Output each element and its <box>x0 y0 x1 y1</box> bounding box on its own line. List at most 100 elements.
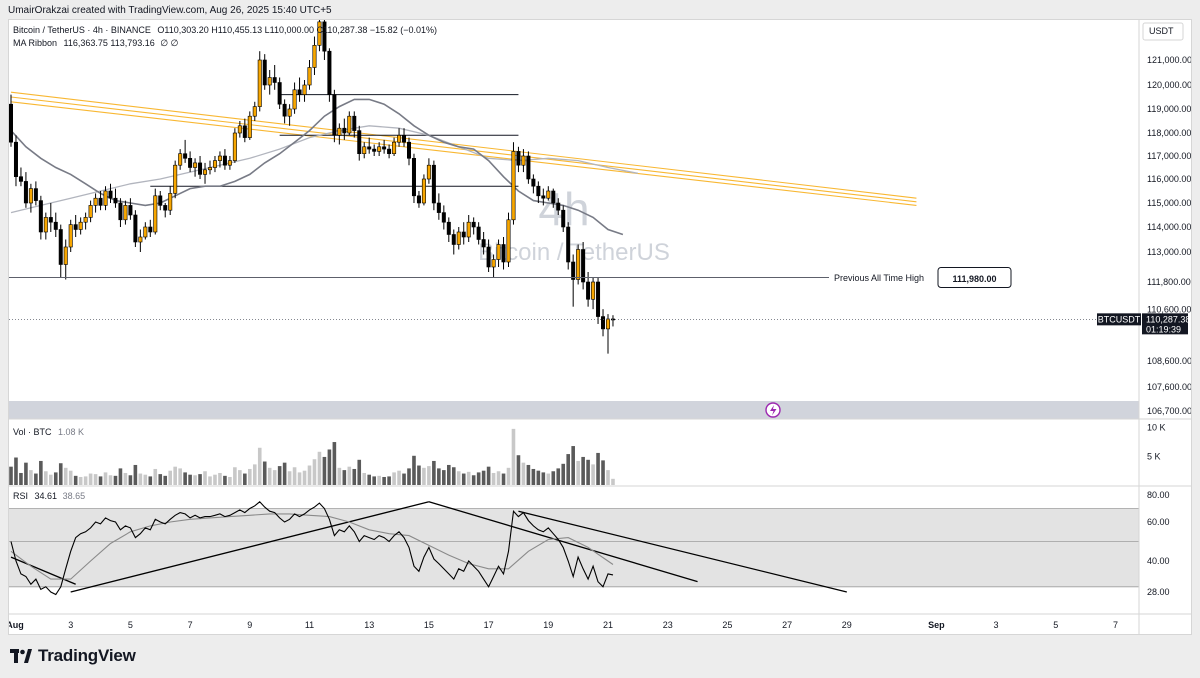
volume-bar <box>601 460 605 485</box>
volume-bar <box>447 464 451 485</box>
volume-bar <box>39 460 43 485</box>
rsi-trendline[interactable] <box>518 510 847 593</box>
volume-bar <box>73 475 78 485</box>
candle-down <box>387 148 392 155</box>
candle-up <box>605 318 610 330</box>
candle-up <box>153 195 158 233</box>
legend-ma-label[interactable]: MA Ribbon <box>13 38 58 48</box>
volume-bar <box>297 472 302 485</box>
candle-up <box>28 188 33 204</box>
chart-frame[interactable]: 4h Bitcoin / TetherUS Previous All Time … <box>8 19 1192 635</box>
volume-bar <box>402 473 406 485</box>
credit-line: UmairOrakzai created with TradingView.co… <box>8 5 332 16</box>
volume-bar <box>342 470 347 485</box>
candle-up <box>68 224 73 248</box>
legend-symbol-row[interactable]: Bitcoin / TetherUS · 4h · BINANCE O110,3… <box>13 25 440 35</box>
candle-up <box>257 59 262 107</box>
volume-bar <box>53 472 58 485</box>
volume-bar <box>471 475 476 485</box>
volume-bar <box>173 466 177 485</box>
candle-down <box>9 103 14 143</box>
volume-bar <box>571 446 575 485</box>
rsi-trendline[interactable] <box>70 501 430 593</box>
legend-symbol[interactable]: Bitcoin / TetherUS · 4h · BINANCE <box>13 25 151 35</box>
rsi-legend[interactable]: RSI 34.61 38.65 <box>13 491 88 501</box>
volume-bar <box>501 473 506 485</box>
candle-down <box>198 162 203 175</box>
candle-down <box>23 181 28 204</box>
price-tick-label: 116,000.00 <box>1147 174 1191 184</box>
chart-canvas[interactable]: 4h Bitcoin / TetherUS Previous All Time … <box>9 20 1191 634</box>
price-levels: Previous All Time High 111,980.00 <box>9 267 1139 320</box>
currency-label[interactable]: USDT <box>1149 26 1174 36</box>
time-tick-label: 13 <box>364 620 374 630</box>
tradingview-logo-icon <box>10 649 32 663</box>
volume-bar <box>526 464 531 485</box>
volume-bar <box>536 470 541 485</box>
candle-down <box>561 209 566 228</box>
symbol-tag-label: BTCUSDT <box>1098 314 1141 324</box>
candle-down <box>536 185 541 197</box>
rsi-trendline[interactable] <box>428 501 698 583</box>
price-tick-label: 120,000.00 <box>1147 80 1191 90</box>
candle-up <box>212 160 217 168</box>
rsi-trendline[interactable] <box>10 556 76 585</box>
rsi-tick-label: 40.00 <box>1147 556 1170 566</box>
volume-bar <box>496 471 501 485</box>
rsi-line <box>10 501 614 596</box>
volume-bar <box>427 466 431 485</box>
candle-down <box>461 231 466 238</box>
volume-bar <box>63 467 68 485</box>
volume-bar <box>228 476 232 485</box>
candle-up <box>576 249 581 280</box>
volume-bar <box>611 478 615 485</box>
candle-down <box>33 188 38 201</box>
volume-bar <box>9 466 13 485</box>
candle-up <box>93 197 98 206</box>
candle-down <box>183 153 188 159</box>
candle-up <box>247 115 252 138</box>
candle-down <box>163 205 168 211</box>
time-tick-label: 7 <box>1113 620 1118 630</box>
volume-bar <box>491 472 496 485</box>
legend-ma-row[interactable]: MA Ribbon 116,363.75 113,793.16 ∅ ∅ <box>13 38 182 49</box>
candle-down <box>402 135 407 143</box>
volume-legend[interactable]: Vol · BTC 1.08 K <box>13 427 87 437</box>
pane-backgrounds <box>9 20 1191 634</box>
volume-label[interactable]: Vol · BTC <box>13 427 52 437</box>
volume-bar <box>252 464 257 485</box>
candle-up <box>511 151 516 221</box>
price-tick-label: 114,000.00 <box>1147 222 1191 232</box>
currency-button[interactable] <box>1142 22 1184 41</box>
volume-bar <box>357 459 362 485</box>
candle-down <box>526 155 531 180</box>
volume-bar <box>14 457 18 485</box>
volume-bar <box>287 471 292 485</box>
rsi-value: 34.61 <box>34 491 58 501</box>
volume-bars <box>9 428 615 485</box>
candle-down <box>357 130 362 154</box>
time-tick-label: 23 <box>663 620 673 630</box>
volume-bar <box>143 474 148 485</box>
rsi-label[interactable]: RSI <box>13 491 29 501</box>
axes[interactable]: USDT 121,000.00 120,000.00 119,000.00 118,00… <box>9 22 1191 630</box>
candle-down <box>148 226 153 233</box>
candle-up <box>143 226 148 238</box>
candle-up <box>232 132 237 161</box>
volume-bar <box>317 451 322 485</box>
time-tick-label: Aug <box>9 620 24 630</box>
volume-bar <box>516 455 521 485</box>
channel-line[interactable] <box>10 91 917 199</box>
candle-down <box>531 178 536 187</box>
candle-down <box>551 190 556 204</box>
replay-bolt-icon <box>770 405 777 416</box>
volume-bar <box>606 470 610 485</box>
volume-bar <box>417 465 421 485</box>
volume-bar <box>451 467 456 485</box>
volume-bar <box>596 452 600 485</box>
candle-up <box>123 205 128 221</box>
candle-down <box>262 59 267 86</box>
ma-fast-line <box>10 125 638 214</box>
channel-line[interactable] <box>10 101 917 206</box>
volume-bar <box>118 468 123 485</box>
